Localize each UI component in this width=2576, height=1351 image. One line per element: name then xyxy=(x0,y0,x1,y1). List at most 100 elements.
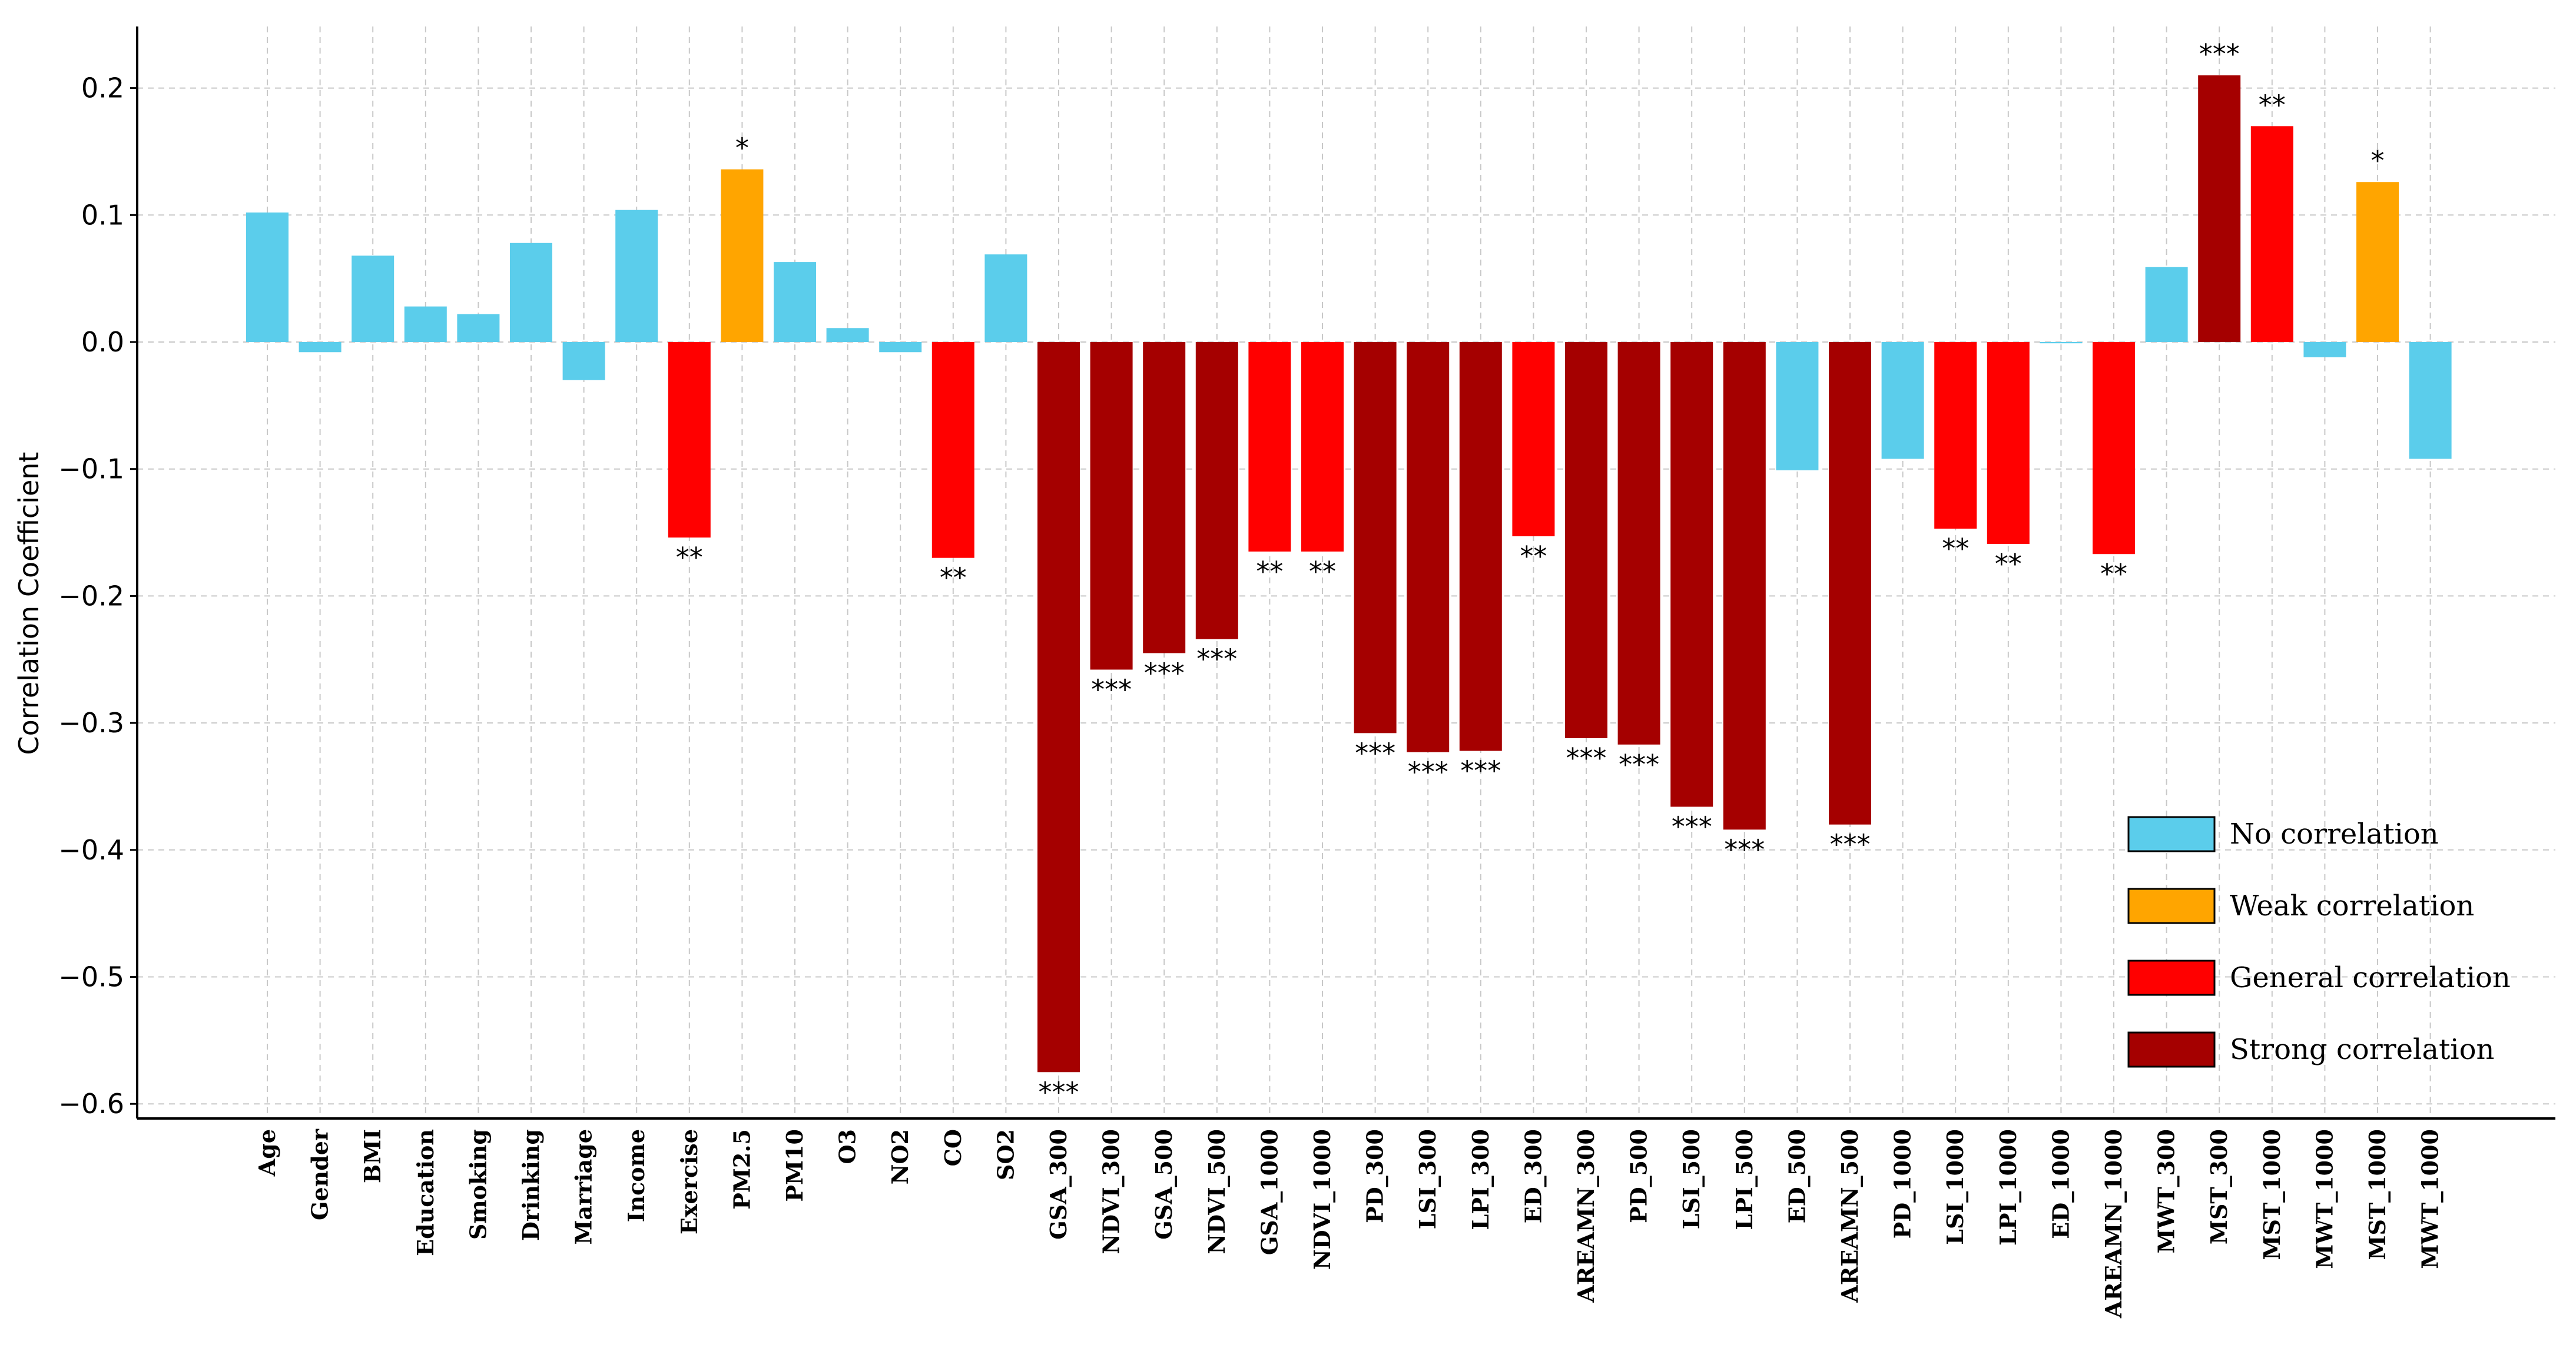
x-tick-label: MWT_300 xyxy=(2153,1129,2180,1253)
bar-lsi-1000 xyxy=(1934,342,1977,529)
bar-lpi-500 xyxy=(1723,342,1766,830)
significance-label: *** xyxy=(1408,756,1448,788)
bar-age xyxy=(246,212,289,342)
bar-o3 xyxy=(826,328,869,342)
x-tick-label: PD_1000 xyxy=(1889,1129,1916,1239)
significance-label: ** xyxy=(1256,556,1283,587)
significance-label: *** xyxy=(1039,1076,1079,1108)
bar-areamn-300 xyxy=(1565,342,1607,738)
bar-pm2-5 xyxy=(721,169,764,342)
bar-pd-500 xyxy=(1617,342,1660,745)
legend-label: Strong correlation xyxy=(2230,1033,2494,1066)
y-tick-label: −0.6 xyxy=(58,1088,124,1120)
x-tick-label: Exercise xyxy=(676,1129,702,1234)
x-tick-label: NDVI_1000 xyxy=(1309,1129,1335,1270)
x-tick-label: MWT_1000 xyxy=(2417,1129,2444,1269)
significance-label: *** xyxy=(1355,737,1395,769)
x-tick-label: Gender xyxy=(307,1128,333,1220)
legend-label: General correlation xyxy=(2230,961,2511,994)
legend-swatch-general xyxy=(2127,960,2216,996)
x-tick-label: O3 xyxy=(834,1129,861,1164)
bar-lsi-300 xyxy=(1407,342,1450,752)
bar-mst-1000 xyxy=(2356,182,2399,342)
significance-label: ** xyxy=(1520,540,1547,572)
bar-lpi-1000 xyxy=(1987,342,2030,544)
x-tick-label: ED_500 xyxy=(1783,1129,1810,1223)
y-tick-labels: 0.2 0.1 0.0 −0.1 −0.2 −0.3 −0.4 −0.5 −0.6 xyxy=(58,72,137,1120)
x-tick-label: PM2.5 xyxy=(728,1129,755,1210)
bar-mwt-300 xyxy=(2145,267,2188,342)
bar-gsa-500 xyxy=(1143,342,1186,653)
bar-mwt-1000 xyxy=(2303,342,2346,357)
y-tick-label: 0.1 xyxy=(81,199,124,231)
bar-ed-500 xyxy=(1776,342,1819,470)
significance-label: *** xyxy=(1091,674,1132,706)
bar-income xyxy=(615,210,658,342)
x-tick-label: LSI_500 xyxy=(1678,1129,1705,1229)
x-tick-label: MWT_1000 xyxy=(2311,1129,2338,1269)
bar-exercise xyxy=(668,342,711,538)
bar-bmi xyxy=(352,255,394,342)
x-tick-label: GSA_300 xyxy=(1045,1129,1072,1240)
x-tick-label: ED_300 xyxy=(1520,1129,1546,1223)
bar-mwt-1000 xyxy=(2409,342,2452,459)
significance-label: *** xyxy=(2199,38,2240,70)
bar-lsi-500 xyxy=(1670,342,1713,807)
significance-label: *** xyxy=(1566,742,1607,774)
y-tick-label: −0.3 xyxy=(58,707,124,739)
significance-label: *** xyxy=(1144,657,1185,689)
significance-label: *** xyxy=(1196,643,1237,675)
significance-label: *** xyxy=(1830,829,1871,861)
y-axis-label: Correlation Coefficient xyxy=(13,452,45,755)
bars-layer xyxy=(246,75,2452,1073)
significance-label: *** xyxy=(1460,755,1501,787)
bar-ndvi-1000 xyxy=(1301,342,1344,552)
bar-pd-1000 xyxy=(1881,342,1924,459)
legend-swatch-none xyxy=(2127,816,2216,852)
x-tick-label: Marriage xyxy=(571,1129,597,1245)
bar-mst-1000 xyxy=(2250,126,2293,342)
bar-marriage xyxy=(562,342,605,380)
x-tick-label: MST_1000 xyxy=(2364,1129,2391,1260)
x-tick-label: SO2 xyxy=(992,1129,1019,1180)
significance-label: ** xyxy=(1995,548,2022,580)
bar-drinking xyxy=(510,243,552,342)
y-tick-label: 0.2 xyxy=(81,72,124,104)
x-tick-label: PD_300 xyxy=(1362,1129,1388,1223)
significance-label: ** xyxy=(1942,533,1969,565)
y-tick-label: −0.5 xyxy=(58,961,124,993)
significance-label: * xyxy=(735,132,749,164)
bar-pm10 xyxy=(774,262,816,342)
y-tick-label: 0.0 xyxy=(81,326,124,358)
y-tick-label: −0.1 xyxy=(58,453,124,485)
legend-swatch-strong xyxy=(2127,1031,2216,1068)
legend-label: Weak correlation xyxy=(2230,889,2474,922)
x-tick-label: AREAMN_300 xyxy=(1573,1129,1599,1303)
bar-ndvi-500 xyxy=(1195,342,1238,639)
y-tick-label: −0.2 xyxy=(58,580,124,612)
bar-education xyxy=(404,306,447,342)
significance-label: *** xyxy=(1724,834,1765,865)
significance-label: * xyxy=(2371,145,2385,177)
bar-ed-300 xyxy=(1512,342,1555,537)
bar-gender xyxy=(299,342,342,353)
bar-co xyxy=(931,342,974,558)
x-tick-label: NDVI_500 xyxy=(1204,1129,1230,1254)
x-tick-label: ED_1000 xyxy=(2047,1129,2074,1239)
x-tick-label: CO xyxy=(940,1129,966,1166)
significance-label: *** xyxy=(1619,749,1659,781)
x-tick-label: BMI xyxy=(359,1129,386,1183)
legend-swatch-weak xyxy=(2127,888,2216,924)
bar-smoking xyxy=(457,314,500,342)
x-tick-label: GSA_500 xyxy=(1151,1129,1177,1240)
bar-so2 xyxy=(984,254,1027,342)
bar-no2 xyxy=(879,342,922,353)
bar-areamn-500 xyxy=(1829,342,1871,825)
bar-lpi-300 xyxy=(1459,342,1502,751)
x-tick-label: LPI_500 xyxy=(1731,1129,1758,1230)
bar-gsa-1000 xyxy=(1248,342,1291,552)
x-tick-label: PM10 xyxy=(781,1129,808,1202)
x-tick-label: LPI_1000 xyxy=(1995,1129,2021,1246)
bar-pd-300 xyxy=(1354,342,1397,733)
